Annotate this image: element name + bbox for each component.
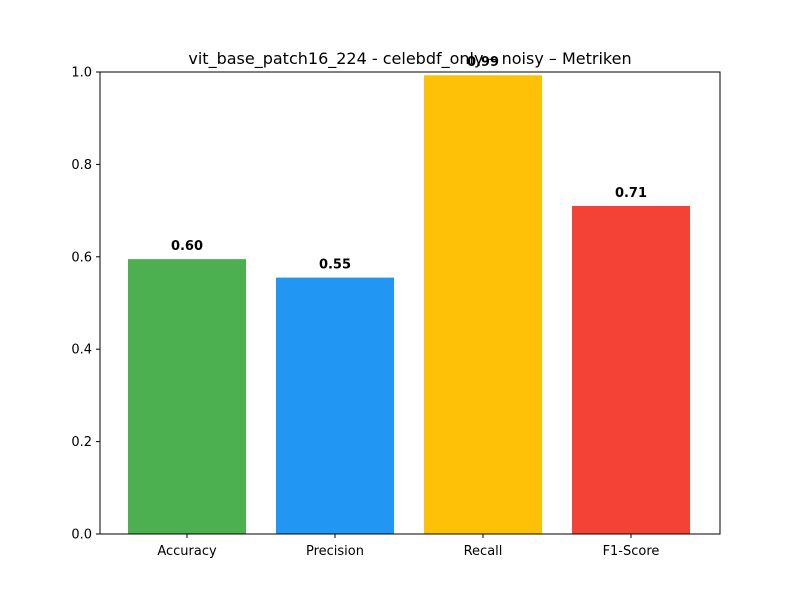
x-tick-label: F1-Score bbox=[603, 544, 660, 559]
y-tick-label: 0.0 bbox=[71, 528, 92, 543]
y-tick-label: 1.0 bbox=[71, 66, 92, 81]
plot-frame bbox=[99, 71, 721, 535]
y-tick-label: 0.6 bbox=[71, 250, 92, 265]
data-labels-layer: 0.60 0.55 0.99 0.71 bbox=[171, 55, 647, 272]
chart-title: vit_base_patch16_224 - celebdf_only – no… bbox=[188, 49, 631, 69]
bars-layer bbox=[128, 75, 690, 535]
y-tick-label: 0.4 bbox=[71, 343, 92, 358]
bar-precision bbox=[276, 277, 394, 534]
data-label: 0.55 bbox=[319, 258, 351, 273]
bar-f1-score bbox=[572, 205, 690, 535]
x-tick-label: Precision bbox=[306, 544, 364, 559]
data-label: 0.60 bbox=[171, 239, 203, 254]
x-tick-label: Accuracy bbox=[157, 544, 217, 559]
y-tick-label: 0.8 bbox=[71, 158, 92, 173]
x-tick-label: Recall bbox=[464, 544, 503, 559]
data-label: 0.99 bbox=[467, 55, 499, 70]
bar-recall bbox=[424, 75, 542, 534]
data-label: 0.71 bbox=[615, 186, 647, 201]
y-tick-label: 0.2 bbox=[71, 435, 92, 450]
bar-accuracy bbox=[128, 259, 246, 534]
axes-layer: Accuracy Precision Recall F1-Score 0.0 0.2 0.4… bbox=[71, 66, 721, 559]
